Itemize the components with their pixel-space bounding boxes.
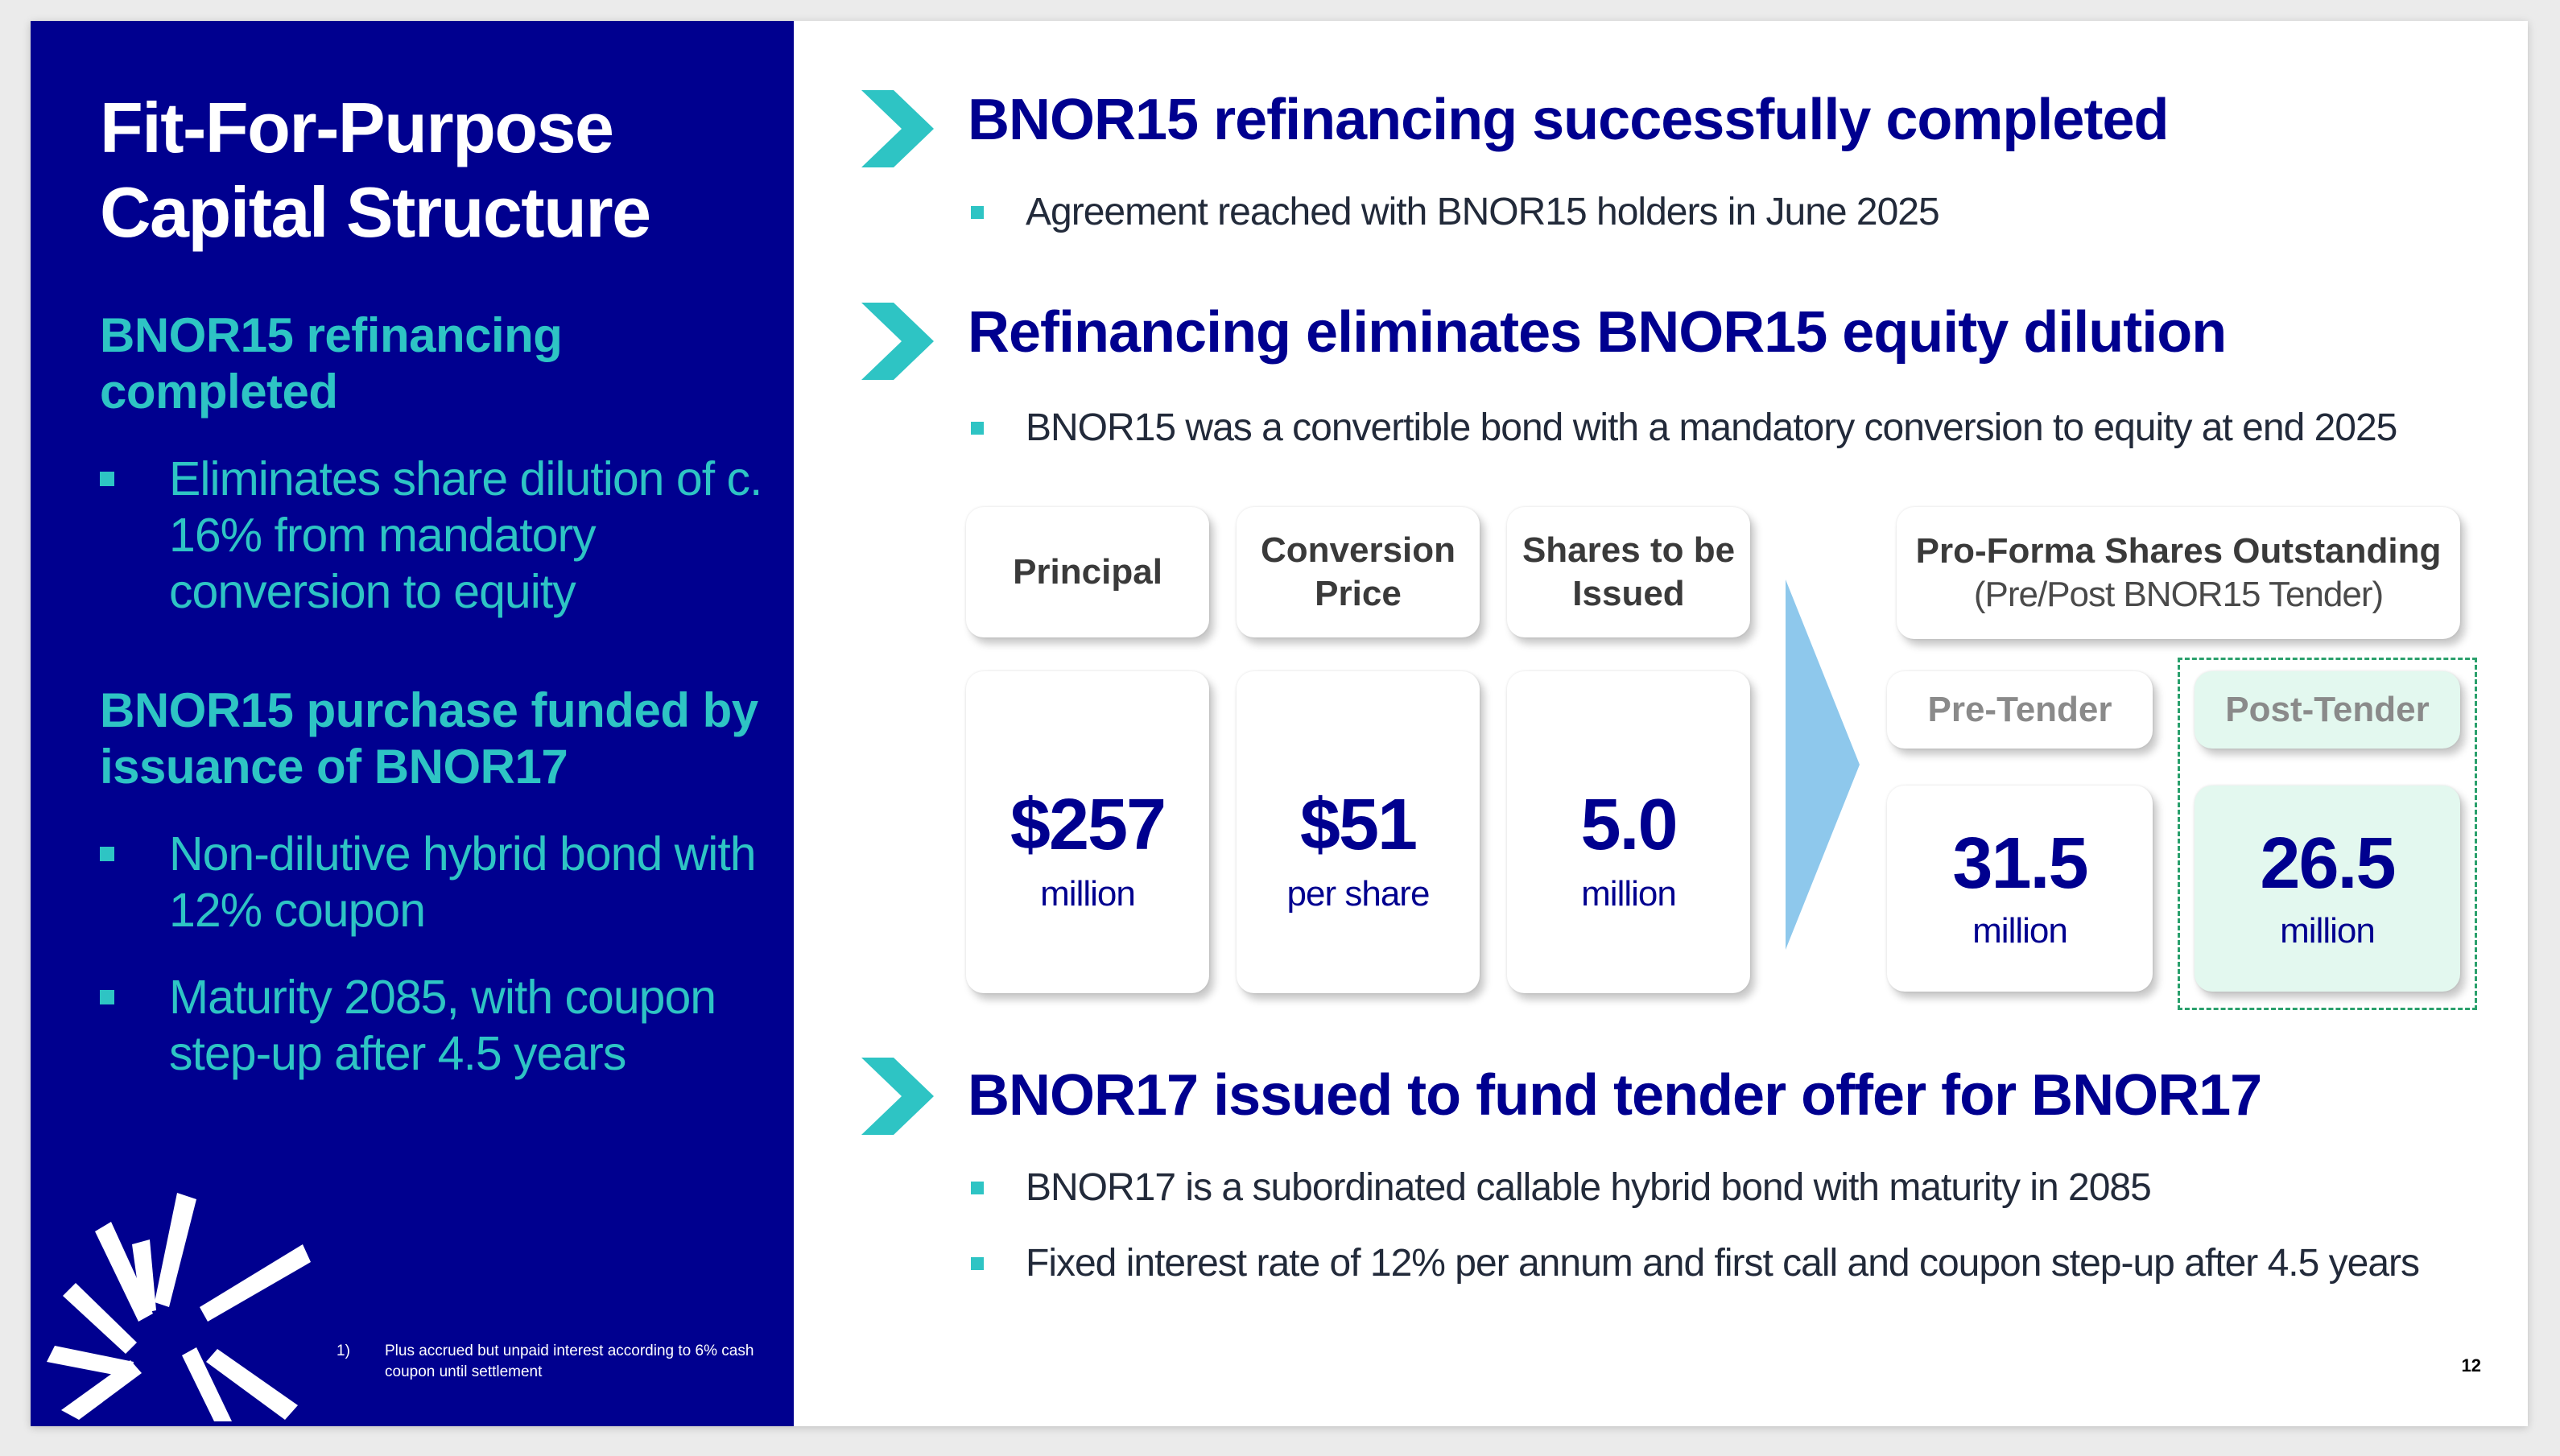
pro-forma-header: Pro-Forma Shares Outstanding (Pre/Post B… [1897,507,2460,639]
metric-card-conversion-price: $51 per share [1237,671,1480,993]
starburst-logo [47,1193,311,1421]
pro-forma-title: Pro-Forma Shares Outstanding [1915,531,2442,571]
heading-bnor17-issued: BNOR17 issued to fund tender offer for B… [968,1063,2262,1128]
footnote-number: 1) [337,1343,350,1359]
heading-refinancing-completed: BNOR15 refinancing successfully complete… [968,88,2169,152]
metric-value: 5.0 [1580,785,1678,865]
metric-unit: million [1581,874,1677,914]
pro-forma-subtitle: (Pre/Post BNOR15 Tender) [1973,575,2384,614]
metric-value: $257 [1010,785,1166,865]
post-tender-highlight-border [2178,658,2477,1010]
bullet-square-icon [971,422,984,435]
metric-card-shares-to-be-issued: 5.0 million [1507,671,1750,993]
bullet-square-icon [100,847,114,861]
main-bullet-text: BNOR15 was a convertible bond with a man… [1026,406,2397,449]
left-bullet-text: Non-dilutive hybrid bond with 12% coupon [169,827,757,937]
left-bullet-text: Eliminates share dilution of c. 16% from… [169,452,762,618]
slide-title-line1: Fit-For-Purpose [100,88,614,167]
metric-header-shares-to-be-issued: Shares to be Issued [1507,507,1750,637]
metric-header-conversion-price: Conversion Price [1237,507,1480,637]
pre-tender-card: 31.5 million [1887,786,2153,992]
arrow-right-icon [1786,580,1860,950]
chevron-right-icon [861,1058,934,1135]
bullet-square-icon [100,472,114,486]
post-tender-label: Post-Tender [2195,671,2460,749]
metric-unit: per share [1286,874,1431,914]
post-tender-card: 26.5 million [2195,786,2460,992]
pre-tender-value: 31.5 [1952,823,2088,904]
pre-tender-unit: million [1972,911,2068,951]
section-heading-purchase: BNOR15 purchase funded by issuance of BN… [100,683,758,794]
bullet-square-icon [971,206,984,219]
page-number: 12 [2461,1355,2481,1376]
main-bullet-text: BNOR17 is a subordinated callable hybrid… [1026,1166,2152,1209]
left-panel: Fit-For-Purpose Capital Structure BNOR15… [31,21,794,1426]
heading-eliminates-dilution: Refinancing eliminates BNOR15 equity dil… [968,300,2227,365]
section-heading-refinancing: BNOR15 refinancing completed [100,308,563,419]
metric-unit: million [1040,874,1136,914]
bullet-square-icon [100,990,114,1004]
slide-title: Fit-For-Purpose Capital Structure [100,85,776,254]
chevron-right-icon [861,90,934,167]
post-tender-unit: million [2280,911,2376,951]
post-tender-value: 26.5 [2260,823,2396,904]
metric-value: $51 [1299,785,1418,865]
slide-title-line2: Capital Structure [100,172,651,252]
bullet-square-icon [971,1182,984,1194]
chevron-right-icon [861,303,934,380]
main-bullet-text: Fixed interest rate of 12% per annum and… [1026,1242,2420,1285]
left-bullet-text: Maturity 2085, with coupon step-up after… [169,971,716,1080]
bullet-square-icon [971,1257,984,1270]
pre-tender-label: Pre-Tender [1887,671,2153,749]
main-bullet-text: Agreement reached with BNOR15 holders in… [1026,191,1940,233]
metric-card-principal: $257 million [966,671,1209,993]
metric-header-principal: Principal [966,507,1209,637]
footnote-text: Plus accrued but unpaid interest accordi… [385,1343,754,1380]
slide: Fit-For-Purpose Capital Structure BNOR15… [31,21,2528,1426]
